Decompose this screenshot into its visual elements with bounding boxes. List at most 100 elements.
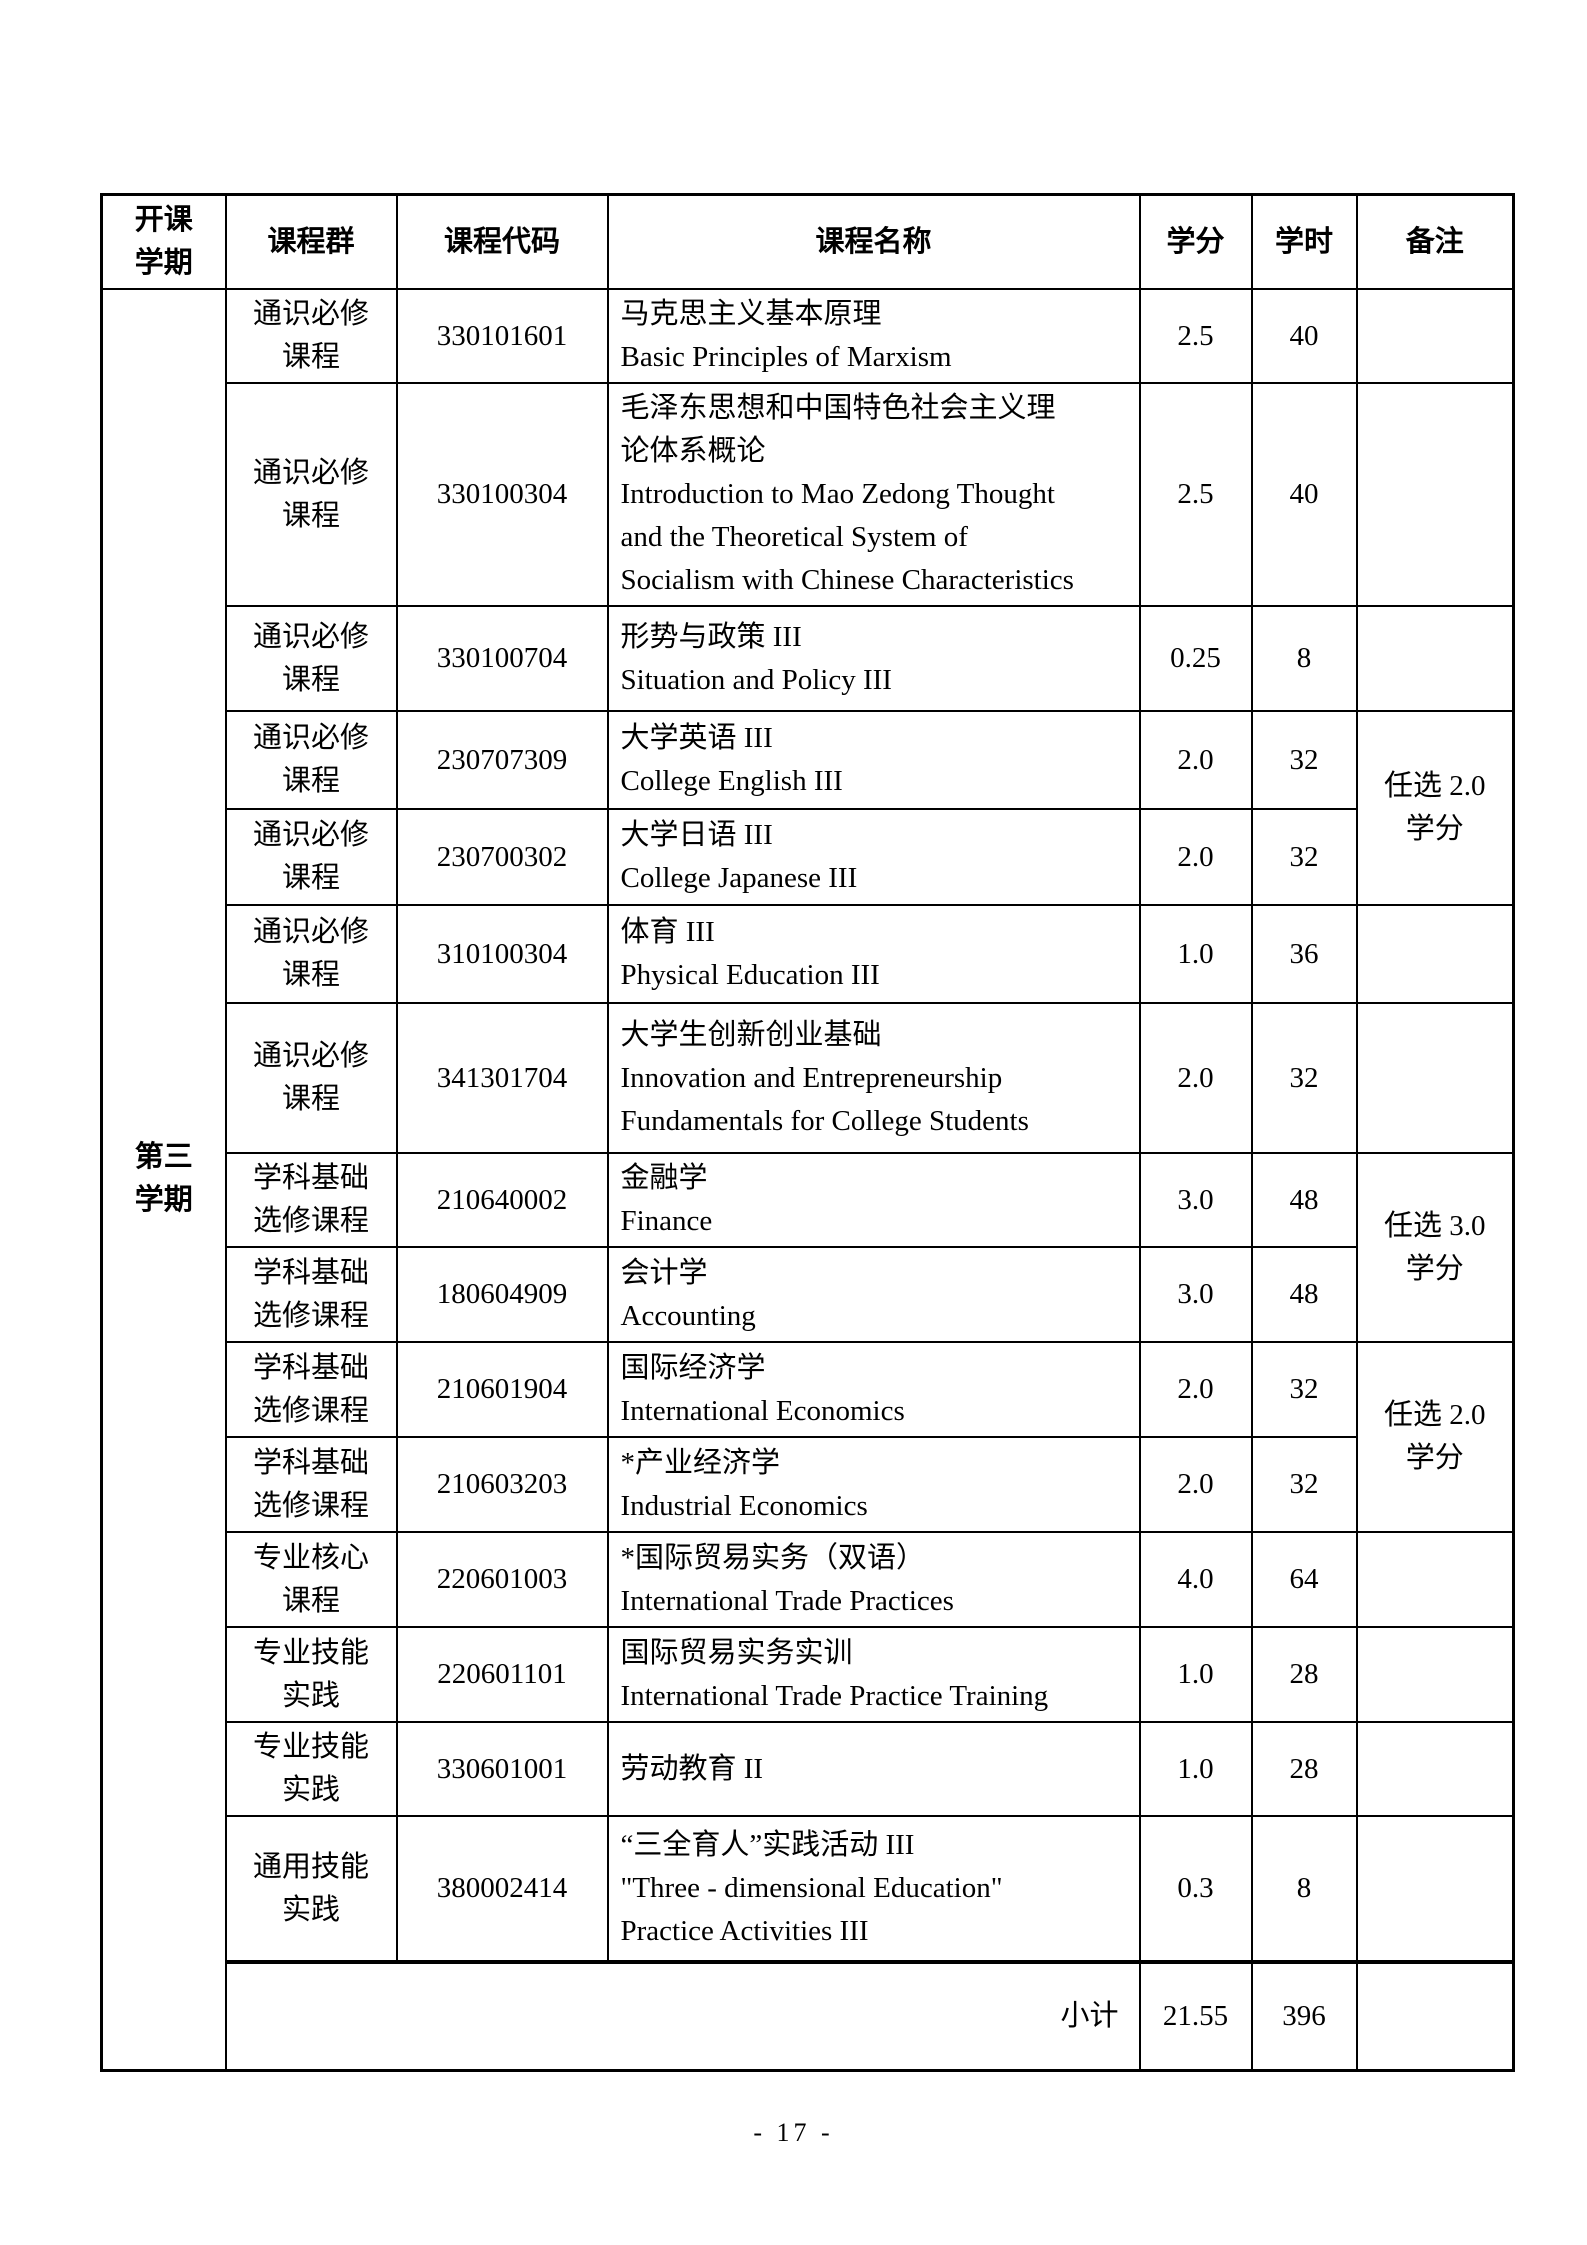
course-name-cell: *产业经济学 Industrial Economics	[606, 1436, 1141, 1533]
credits-cell: 0.25	[1138, 605, 1253, 712]
header-semester: 开课 学期	[100, 193, 227, 290]
credits-cell: 2.0	[1138, 1002, 1253, 1154]
course-group-cell: 专业技能 实践	[224, 1721, 398, 1817]
course-code-cell: 220601101	[395, 1626, 609, 1723]
course-group-cell: 通识必修 课程	[224, 288, 398, 384]
course-group-cell: 学科基础 选修课程	[224, 1436, 398, 1533]
header-credits: 学分	[1138, 193, 1253, 290]
page-number: - 17 -	[753, 2118, 834, 2147]
course-code-cell: 230700302	[395, 808, 609, 906]
curriculum-table: 开课 学期 课程群 课程代码 课程名称 学分 学时 备注 第三 学期 通识必修 …	[100, 193, 1515, 2072]
table-row: 学科基础 选修课程 180604909 会计学 Accounting 3.0 4…	[102, 1246, 1514, 1343]
note-cell	[1355, 1626, 1515, 1723]
subtotal-label-cell: 小计	[224, 1960, 1141, 2071]
course-code-cell: 330101601	[395, 288, 609, 384]
hours-cell: 48	[1250, 1152, 1358, 1248]
course-group-cell: 学科基础 选修课程	[224, 1341, 398, 1438]
hours-cell: 32	[1250, 1002, 1358, 1154]
course-group-cell: 通识必修 课程	[224, 710, 398, 810]
course-name-cell: 国际经济学 International Economics	[606, 1341, 1141, 1438]
course-group-cell: 学科基础 选修课程	[224, 1152, 398, 1248]
table-row: 第三 学期 通识必修 课程 330101601 马克思主义基本原理 Basic …	[100, 288, 1515, 2071]
table-row: 专业技能 实践 220601101 国际贸易实务实训 International…	[102, 1626, 1515, 1723]
note-cell	[1355, 288, 1515, 384]
subtotal-note-cell	[1355, 1960, 1515, 2071]
hours-cell: 28	[1250, 1626, 1358, 1723]
hours-cell: 40	[1250, 382, 1358, 607]
credits-cell: 4.0	[1138, 1531, 1253, 1628]
hours-cell: 8	[1250, 605, 1358, 712]
course-code-cell: 330100704	[395, 605, 609, 712]
header-course-code: 课程代码	[395, 193, 609, 290]
note-cell: 任选 2.0 学分	[1355, 1341, 1515, 1533]
credits-cell: 3.0	[1138, 1152, 1253, 1248]
course-group-cell: 通识必修 课程	[224, 808, 398, 906]
credits-cell: 0.3	[1138, 1815, 1253, 1963]
note-cell	[1355, 1531, 1515, 1628]
header-row: 开课 学期 课程群 课程代码 课程名称 学分 学时 备注	[100, 193, 1515, 290]
header-hours: 学时	[1250, 193, 1358, 290]
table-row: 通识必修 课程 310100304 体育 III Physical Educat…	[102, 904, 1515, 1004]
credits-cell: 2.0	[1138, 808, 1253, 906]
hours-cell: 64	[1250, 1531, 1358, 1628]
table-row: 专业技能 实践 330601001 劳动教育 II 1.0 28	[102, 1721, 1515, 1817]
course-group-cell: 学科基础 选修课程	[224, 1246, 398, 1343]
hours-cell: 32	[1250, 808, 1358, 906]
course-group-cell: 专业技能 实践	[224, 1626, 398, 1723]
course-code-cell: 341301704	[395, 1002, 609, 1154]
course-group-cell: 通识必修 课程	[224, 904, 398, 1004]
course-name-cell: 毛泽东思想和中国特色社会主义理 论体系概论 Introduction to Ma…	[606, 382, 1141, 607]
course-group-cell: 通识必修 课程	[224, 1002, 398, 1154]
credits-cell: 2.5	[1138, 288, 1253, 384]
credits-cell: 1.0	[1138, 904, 1253, 1004]
header-course-group: 课程群	[224, 193, 398, 290]
semester-cell: 第三 学期	[100, 288, 227, 2071]
note-cell: 任选 2.0 学分	[1355, 710, 1515, 906]
table-row: 通识必修 课程 230707309 大学英语 III College Engli…	[102, 710, 1515, 906]
header-note: 备注	[1355, 193, 1515, 290]
table-row: 通识必修 课程 330100704 形势与政策 III Situation an…	[102, 605, 1515, 712]
subtotal-credits-cell: 21.55	[1138, 1960, 1253, 2071]
course-code-cell: 310100304	[395, 904, 609, 1004]
credits-cell: 1.0	[1138, 1626, 1253, 1723]
course-name-cell: 劳动教育 II	[606, 1721, 1141, 1817]
hours-cell: 48	[1250, 1246, 1358, 1343]
note-cell	[1355, 605, 1515, 712]
header-course-name: 课程名称	[606, 193, 1141, 290]
course-name-cell: 金融学 Finance	[606, 1152, 1141, 1248]
table-row: 通识必修 课程 330100304 毛泽东思想和中国特色社会主义理 论体系概论 …	[102, 382, 1515, 607]
course-group-cell: 通用技能 实践	[224, 1815, 398, 1963]
note-cell	[1355, 1815, 1515, 1963]
credits-cell: 2.0	[1138, 710, 1253, 810]
table-row: 通识必修 课程 230700302 大学日语 III College Japan…	[102, 808, 1514, 906]
course-name-cell: 国际贸易实务实训 International Trade Practice Tr…	[606, 1626, 1141, 1723]
table-row: 学科基础 选修课程 210601904 国际经济学 International …	[102, 1341, 1515, 1533]
course-name-cell: 形势与政策 III Situation and Policy III	[606, 605, 1141, 712]
course-name-cell: 大学日语 III College Japanese III	[606, 808, 1141, 906]
note-cell	[1355, 1721, 1515, 1817]
table-row: 通识必修 课程 341301704 大学生创新创业基础 Innovation a…	[102, 1002, 1515, 1154]
course-code-cell: 210603203	[395, 1436, 609, 1533]
subtotal-hours-cell: 396	[1250, 1960, 1358, 2071]
course-group-cell: 通识必修 课程	[224, 382, 398, 607]
course-name-cell: 体育 III Physical Education III	[606, 904, 1141, 1004]
course-code-cell: 220601003	[395, 1531, 609, 1628]
table-row: 学科基础 选修课程 210603203 *产业经济学 Industrial Ec…	[102, 1436, 1514, 1533]
course-name-cell: *国际贸易实务（双语） International Trade Practice…	[606, 1531, 1141, 1628]
table-row: 通用技能 实践 380002414 “三全育人”实践活动 III "Three …	[102, 1815, 1515, 1963]
subtotal-row: 小计 21.55 396	[102, 1960, 1515, 2071]
note-cell	[1355, 904, 1515, 1004]
hours-cell: 32	[1250, 1436, 1358, 1533]
course-name-cell: “三全育人”实践活动 III "Three - dimensional Educ…	[606, 1815, 1141, 1963]
course-name-cell: 大学英语 III College English III	[606, 710, 1141, 810]
course-name-cell: 马克思主义基本原理 Basic Principles of Marxism	[606, 288, 1141, 384]
credits-cell: 2.0	[1138, 1436, 1253, 1533]
note-cell: 任选 3.0 学分	[1355, 1152, 1515, 1343]
course-group-cell: 专业核心 课程	[224, 1531, 398, 1628]
hours-cell: 40	[1250, 288, 1358, 384]
course-code-cell: 330100304	[395, 382, 609, 607]
credits-cell: 2.5	[1138, 382, 1253, 607]
hours-cell: 8	[1250, 1815, 1358, 1963]
note-cell	[1355, 1002, 1515, 1154]
